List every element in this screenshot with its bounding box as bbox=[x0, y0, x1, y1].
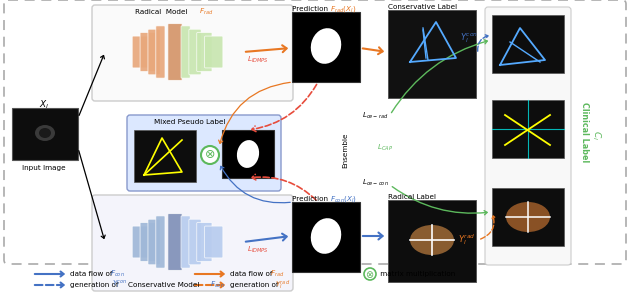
Text: $F_{rad}(X_l)$: $F_{rad}(X_l)$ bbox=[330, 4, 356, 14]
Text: Conservative Model: Conservative Model bbox=[128, 282, 204, 288]
Text: $\otimes$: $\otimes$ bbox=[365, 268, 374, 279]
Text: $\otimes$: $\otimes$ bbox=[204, 148, 216, 161]
FancyBboxPatch shape bbox=[132, 36, 150, 68]
Text: Prediction: Prediction bbox=[292, 6, 333, 12]
FancyBboxPatch shape bbox=[140, 33, 156, 71]
Ellipse shape bbox=[410, 225, 454, 255]
Text: data flow of: data flow of bbox=[70, 271, 115, 277]
Text: Mixed Pseudo Label: Mixed Pseudo Label bbox=[154, 119, 226, 125]
Text: $L_{ce-rad}$: $L_{ce-rad}$ bbox=[362, 111, 388, 121]
Text: $L_{CAP}$: $L_{CAP}$ bbox=[377, 143, 393, 153]
Text: $L_{ce-con}$: $L_{ce-con}$ bbox=[362, 178, 388, 188]
FancyBboxPatch shape bbox=[181, 26, 190, 78]
FancyBboxPatch shape bbox=[4, 0, 626, 264]
Ellipse shape bbox=[311, 28, 341, 64]
FancyBboxPatch shape bbox=[92, 195, 293, 291]
Text: Conservative Label: Conservative Label bbox=[388, 4, 457, 10]
Bar bbox=[292, 12, 360, 82]
Ellipse shape bbox=[39, 128, 51, 138]
Text: $F_{rad}$: $F_{rad}$ bbox=[270, 269, 285, 279]
FancyBboxPatch shape bbox=[156, 216, 165, 268]
Ellipse shape bbox=[311, 218, 341, 254]
FancyBboxPatch shape bbox=[205, 36, 223, 68]
Bar bbox=[492, 100, 564, 158]
Ellipse shape bbox=[237, 140, 259, 168]
Text: Radical Label: Radical Label bbox=[388, 194, 436, 200]
Text: $F_{con}$: $F_{con}$ bbox=[210, 280, 225, 290]
Ellipse shape bbox=[506, 202, 550, 232]
Text: $Y_l^{rad}$: $Y_l^{rad}$ bbox=[458, 233, 476, 247]
Text: $L_{IDMPS}$: $L_{IDMPS}$ bbox=[247, 245, 269, 255]
Ellipse shape bbox=[35, 125, 55, 141]
Bar bbox=[492, 188, 564, 246]
Text: generation of: generation of bbox=[230, 282, 280, 288]
Text: $F_{rad}$: $F_{rad}$ bbox=[199, 7, 214, 17]
FancyBboxPatch shape bbox=[189, 219, 201, 265]
Text: $Y_l^{con}$: $Y_l^{con}$ bbox=[112, 279, 127, 291]
Text: $F_{con}$: $F_{con}$ bbox=[110, 269, 125, 279]
FancyBboxPatch shape bbox=[156, 26, 165, 78]
FancyBboxPatch shape bbox=[205, 226, 223, 258]
Text: Radical  Model: Radical Model bbox=[135, 9, 192, 15]
FancyBboxPatch shape bbox=[181, 216, 190, 268]
Circle shape bbox=[201, 146, 219, 164]
FancyBboxPatch shape bbox=[127, 115, 281, 191]
Bar bbox=[388, 10, 476, 98]
FancyBboxPatch shape bbox=[148, 219, 160, 265]
FancyBboxPatch shape bbox=[168, 214, 182, 270]
Text: $C_l$: $C_l$ bbox=[589, 130, 602, 140]
Text: Prediction: Prediction bbox=[292, 196, 333, 202]
Text: Ensemble: Ensemble bbox=[342, 132, 348, 168]
Text: Input Image: Input Image bbox=[22, 165, 66, 171]
Text: $L_{IDMPS}$: $L_{IDMPS}$ bbox=[247, 55, 269, 65]
Text: $X_l$: $X_l$ bbox=[39, 99, 49, 111]
FancyBboxPatch shape bbox=[148, 29, 160, 75]
Bar bbox=[492, 15, 564, 73]
Text: $F_{con}(X_l)$: $F_{con}(X_l)$ bbox=[330, 194, 357, 204]
FancyBboxPatch shape bbox=[189, 29, 201, 75]
Text: generation of: generation of bbox=[70, 282, 120, 288]
FancyBboxPatch shape bbox=[168, 24, 182, 80]
Text: Clinical Label: Clinical Label bbox=[580, 102, 589, 168]
Bar bbox=[222, 130, 274, 178]
Bar bbox=[292, 202, 360, 272]
Bar bbox=[134, 130, 196, 182]
Text: $Y_l^{con}$: $Y_l^{con}$ bbox=[460, 31, 478, 45]
FancyBboxPatch shape bbox=[196, 33, 212, 71]
Bar bbox=[12, 108, 78, 160]
FancyBboxPatch shape bbox=[92, 5, 293, 101]
Text: data flow of: data flow of bbox=[230, 271, 275, 277]
Bar bbox=[388, 200, 476, 282]
Text: matrix multiplication: matrix multiplication bbox=[378, 271, 455, 277]
FancyBboxPatch shape bbox=[196, 223, 212, 261]
Text: $Y_l^{rad}$: $Y_l^{rad}$ bbox=[275, 278, 291, 292]
Circle shape bbox=[364, 268, 376, 280]
FancyBboxPatch shape bbox=[485, 7, 571, 265]
FancyBboxPatch shape bbox=[132, 226, 150, 258]
FancyBboxPatch shape bbox=[140, 223, 156, 261]
